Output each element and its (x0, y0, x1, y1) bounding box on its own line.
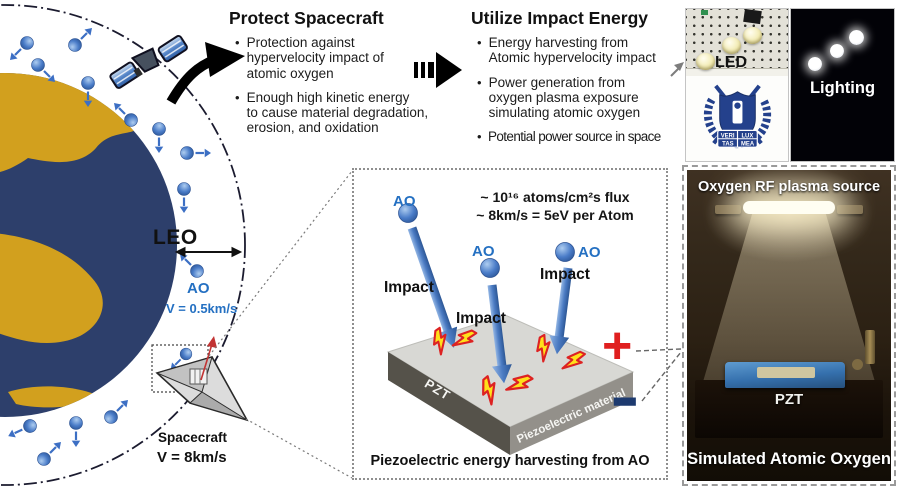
protect-bullet-2: Enough high kinetic energy to cause mate… (246, 89, 429, 136)
fast-forward-arrow-icon (414, 52, 462, 88)
red-velocity-arrow (200, 336, 217, 381)
plus-electrode-symbol: + (602, 317, 633, 375)
utilize-bullet-2: Power generation from oxygen plasma expo… (488, 74, 641, 121)
led-photo-label: LED (715, 54, 747, 71)
protect-title: Protect Spacecraft (229, 8, 384, 28)
impact-tag-1: Impact (384, 279, 434, 296)
fixture-knob-icon (852, 359, 863, 370)
ao-velocity-label: V = 0.5km/s (166, 301, 238, 316)
lamp-clamp-icon (715, 205, 741, 214)
harvesting-panel (352, 168, 668, 480)
leo-label: LEO (153, 226, 198, 249)
protect-bullets: Protection against hypervelocity impact … (235, 35, 429, 136)
emblem-word-mea: MEA (741, 142, 755, 148)
led-chip-icon (722, 37, 741, 54)
impact-tag-2: Impact (456, 310, 506, 327)
utilize-bullet-1: Energy harvesting from Atomic hyperveloc… (488, 35, 656, 66)
swoosh-arrow-icon (166, 42, 245, 105)
utilize-bullet-3: Potential power source in space (487, 129, 661, 145)
lighting-photo: Lighting (790, 8, 895, 162)
connector-lines (635, 348, 682, 402)
plasma-caption: Simulated Atomic Oxygen (687, 450, 891, 468)
utilize-bullets: Energy harvesting from Atomic hyperveloc… (477, 35, 671, 145)
power-indicator-icon (701, 10, 708, 15)
sample-stage (695, 380, 883, 438)
led-pointer-arrow (670, 62, 684, 77)
emblem-word-lux: LUX (741, 133, 753, 139)
emblem-word-veri: VERI (721, 133, 735, 139)
plasma-source-title: Oxygen RF plasma source (697, 179, 881, 195)
ao-tag-3: AO (578, 244, 601, 261)
pzt-sample-label: PZT (774, 391, 804, 408)
led-photo: LED VERI LUX TAS MEA (685, 8, 789, 162)
protect-section: Protect Spacecraft Protection against hy… (229, 8, 429, 145)
ao-tag-2: AO (472, 243, 495, 260)
led-chip-icon (696, 53, 715, 70)
spacecraft-velocity-label: V = 8km/s (157, 449, 227, 466)
led-chip-icon (743, 27, 762, 44)
plasma-photo: Oxygen RF plasma source PZT Simulated At… (687, 170, 891, 481)
minus-electrode-symbol: − (612, 360, 638, 444)
university-emblem-icon: VERI LUX TAS MEA (703, 84, 772, 149)
lit-led-icon (808, 57, 822, 71)
pzt-sample-plate (757, 367, 815, 378)
utilize-section: Utilize Impact Energy Energy harvesting … (471, 8, 671, 154)
plasma-photo-frame: Oxygen RF plasma source PZT Simulated At… (682, 165, 896, 486)
university-emblem: VERI LUX TAS MEA (686, 76, 788, 161)
chip-component-icon (743, 9, 762, 25)
plasma-lamp-icon (743, 201, 835, 214)
lit-led-icon (830, 44, 844, 58)
impact-arrows (398, 203, 575, 384)
utilize-title: Utilize Impact Energy (471, 8, 648, 28)
earth-illustration (0, 73, 177, 417)
lighting-photo-label: Lighting (809, 79, 876, 97)
spacecraft-icon (151, 336, 249, 422)
lamp-clamp-icon (837, 205, 863, 214)
zoom-lines (208, 170, 353, 479)
leo-range-arrow (174, 246, 243, 258)
ao-label: AO (187, 280, 210, 297)
leo-orbit-arc (0, 4, 246, 486)
spacecraft-label: Spacecraft (158, 430, 228, 445)
panel-caption: Piezoelectric energy harvesting from AO (370, 453, 650, 469)
impact-tag-3: Impact (540, 266, 590, 283)
protect-bullet-1: Protection against hypervelocity impact … (246, 35, 384, 81)
fixture-cylinder-icon (865, 330, 875, 364)
lit-led-icon (849, 30, 864, 45)
flux-note: ~ 10¹⁶ atoms/cm²s flux ~ 8km/s = 5eV per… (476, 189, 634, 224)
satellite-icon (109, 35, 188, 89)
emblem-word-tas: TAS (722, 142, 733, 148)
ao-tag-1: AO (393, 193, 416, 210)
